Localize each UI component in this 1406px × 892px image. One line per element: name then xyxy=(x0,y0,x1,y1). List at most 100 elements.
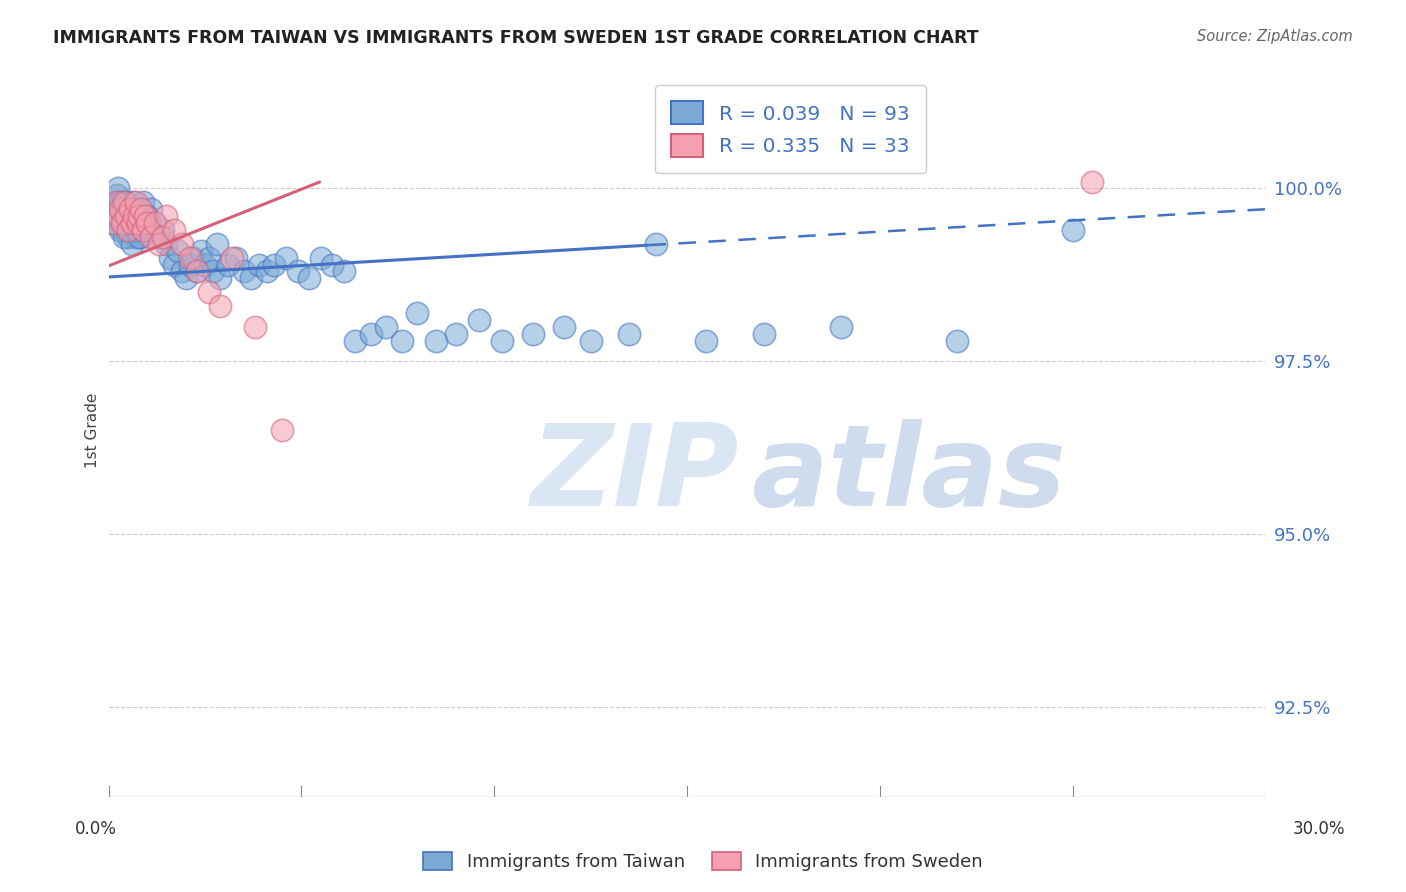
Point xyxy=(128,223,150,237)
Point xyxy=(406,306,429,320)
Point xyxy=(468,313,491,327)
Point xyxy=(122,209,145,223)
Point xyxy=(111,216,134,230)
Point xyxy=(118,202,141,217)
Point xyxy=(108,202,131,217)
Point xyxy=(183,251,205,265)
Point xyxy=(198,285,221,300)
Point xyxy=(143,216,166,230)
Point xyxy=(131,202,153,217)
Point xyxy=(118,202,141,217)
Point xyxy=(209,271,232,285)
Point xyxy=(360,326,382,341)
Text: Source: ZipAtlas.com: Source: ZipAtlas.com xyxy=(1197,29,1353,44)
Point xyxy=(128,216,150,230)
Point xyxy=(522,326,544,341)
Point xyxy=(143,216,166,230)
Point xyxy=(170,264,193,278)
Point xyxy=(170,236,193,251)
Point xyxy=(375,319,398,334)
Point xyxy=(107,181,129,195)
Text: 0.0%: 0.0% xyxy=(75,820,117,838)
Point xyxy=(333,264,356,278)
Point xyxy=(105,209,128,223)
Point xyxy=(108,195,131,210)
Point xyxy=(1081,175,1104,189)
Point xyxy=(274,251,297,265)
Point xyxy=(198,251,221,265)
Point xyxy=(186,264,208,278)
Point xyxy=(271,424,294,438)
Point xyxy=(117,223,139,237)
Point xyxy=(139,223,162,237)
Point xyxy=(121,209,143,223)
Point xyxy=(190,244,212,258)
Point xyxy=(225,251,247,265)
Point xyxy=(139,230,162,244)
Point xyxy=(134,209,156,223)
Point xyxy=(136,209,159,223)
Point xyxy=(110,216,132,230)
Point xyxy=(112,230,135,244)
Point xyxy=(112,209,135,223)
Point xyxy=(105,202,128,217)
Point xyxy=(125,230,148,244)
Y-axis label: 1st Grade: 1st Grade xyxy=(86,392,100,468)
Point xyxy=(152,223,174,237)
Point xyxy=(946,334,969,348)
Point xyxy=(134,216,156,230)
Point xyxy=(138,223,160,237)
Point xyxy=(136,209,159,223)
Text: ZIP: ZIP xyxy=(531,419,740,530)
Point xyxy=(108,209,131,223)
Point xyxy=(117,230,139,244)
Point xyxy=(221,251,243,265)
Point xyxy=(121,216,143,230)
Point xyxy=(124,202,146,217)
Point xyxy=(619,326,641,341)
Point xyxy=(131,230,153,244)
Legend: R = 0.039   N = 93, R = 0.335   N = 33: R = 0.039 N = 93, R = 0.335 N = 33 xyxy=(655,85,925,173)
Text: 30.0%: 30.0% xyxy=(1292,820,1346,838)
Point xyxy=(124,195,146,210)
Point xyxy=(132,223,155,237)
Point xyxy=(321,258,343,272)
Point xyxy=(118,216,141,230)
Point xyxy=(179,251,201,265)
Point xyxy=(163,258,186,272)
Point xyxy=(425,334,447,348)
Point xyxy=(104,195,127,210)
Point xyxy=(128,230,150,244)
Point xyxy=(155,209,177,223)
Point xyxy=(136,216,159,230)
Point xyxy=(263,258,285,272)
Point xyxy=(105,195,128,210)
Point xyxy=(114,216,136,230)
Point xyxy=(107,209,129,223)
Point xyxy=(132,216,155,230)
Point xyxy=(132,195,155,210)
Point xyxy=(124,223,146,237)
Point xyxy=(179,258,201,272)
Point xyxy=(695,334,717,348)
Point xyxy=(186,264,208,278)
Point xyxy=(128,209,150,223)
Point xyxy=(194,258,217,272)
Point xyxy=(159,251,181,265)
Point xyxy=(645,236,668,251)
Point xyxy=(174,271,197,285)
Point xyxy=(256,264,278,278)
Point xyxy=(553,319,575,334)
Point xyxy=(344,334,367,348)
Point xyxy=(754,326,776,341)
Point xyxy=(163,223,186,237)
Point xyxy=(491,334,513,348)
Point xyxy=(155,236,177,251)
Text: atlas: atlas xyxy=(751,419,1066,530)
Point xyxy=(167,244,190,258)
Point xyxy=(115,209,138,223)
Point xyxy=(103,216,125,230)
Point xyxy=(201,264,224,278)
Point xyxy=(148,236,170,251)
Point xyxy=(205,236,228,251)
